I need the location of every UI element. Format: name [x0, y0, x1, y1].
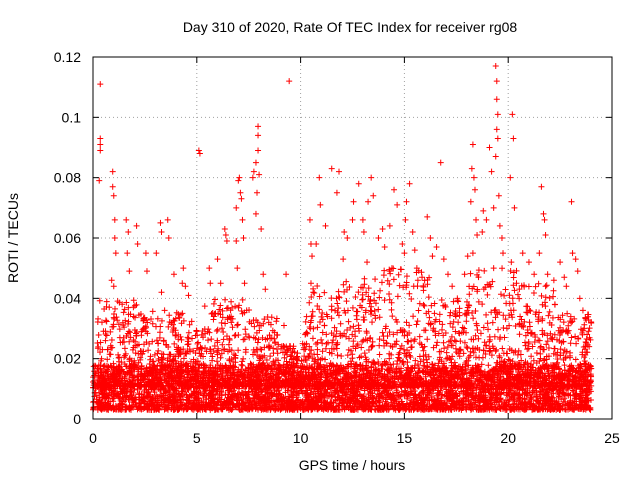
data-point [238, 361, 245, 368]
data-point [94, 340, 101, 347]
data-point [185, 329, 192, 336]
data-point [184, 334, 191, 341]
data-point [121, 345, 128, 352]
data-point [239, 296, 246, 303]
data-point [103, 332, 110, 339]
data-point [104, 356, 111, 363]
data-point [103, 298, 110, 305]
data-point [108, 336, 115, 343]
data-point [111, 305, 118, 312]
data-point [232, 331, 239, 338]
data-point [156, 329, 163, 336]
data-point [205, 337, 212, 344]
data-point [193, 327, 200, 334]
data-point [145, 347, 152, 354]
data-point [94, 319, 101, 326]
data-point [210, 316, 217, 323]
data-point [208, 336, 215, 343]
grid-lines [93, 57, 612, 419]
data-point [241, 336, 248, 343]
data-point [234, 321, 241, 328]
data-point [157, 323, 164, 330]
data-point [203, 363, 210, 370]
data-point [202, 344, 209, 351]
data-point [151, 351, 158, 358]
data-point [149, 308, 156, 315]
data-point [115, 354, 122, 361]
data-point [127, 334, 134, 341]
data-point [465, 397, 472, 404]
data-point [222, 296, 229, 303]
data-point [220, 329, 227, 336]
data-point [189, 335, 196, 342]
data-points [90, 63, 595, 413]
data-point [131, 302, 138, 309]
data-point [231, 332, 238, 339]
data-point [211, 296, 218, 303]
chart-title: Day 310 of 2020, Rate Of TEC Index for r… [183, 19, 518, 35]
data-point [103, 318, 110, 325]
data-point [218, 319, 225, 326]
data-point [121, 338, 128, 345]
data-point [214, 326, 221, 333]
data-point [218, 325, 225, 332]
data-point [171, 340, 178, 347]
data-point [179, 310, 186, 317]
data-point [95, 332, 102, 339]
data-point [138, 332, 145, 339]
data-point [178, 336, 185, 343]
data-point [225, 341, 232, 348]
data-point [226, 336, 233, 343]
data-point [194, 340, 201, 347]
data-point [561, 362, 568, 369]
data-point [485, 362, 492, 369]
data-point [210, 300, 217, 307]
data-point [217, 302, 224, 309]
data-point [130, 297, 137, 304]
data-point [232, 303, 239, 310]
data-point [201, 303, 208, 310]
data-point [242, 326, 249, 333]
data-point [213, 327, 220, 334]
data-point [154, 340, 161, 347]
data-point [209, 353, 216, 360]
data-point [166, 312, 173, 319]
data-point [391, 396, 398, 403]
data-point [238, 308, 245, 315]
data-point [228, 319, 235, 326]
data-point [151, 388, 158, 395]
data-point [235, 347, 242, 354]
data-point [217, 354, 224, 361]
data-point [228, 298, 235, 305]
